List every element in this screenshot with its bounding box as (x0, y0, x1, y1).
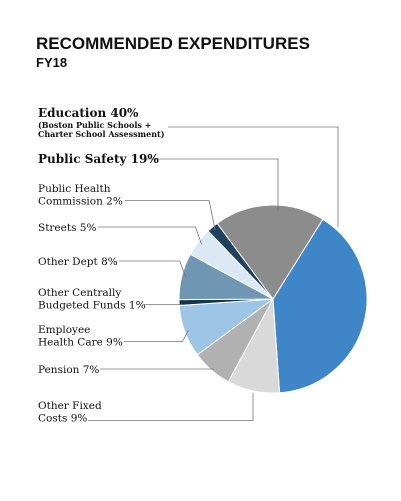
slice-label-education: Education 40% (38, 106, 139, 120)
leader-line-public-health-commission (125, 200, 216, 231)
slice-label-public-health-commission-line2: Commission 2% (38, 196, 123, 208)
slice-label-public-safety: Public Safety 19% (38, 152, 159, 166)
slice-label-other-centrally-budgeted-funds-line2: Budgeted Funds 1% (38, 300, 146, 312)
slice-note-education-line2: Charter School Assessment) (38, 129, 165, 139)
slice-label-other-dept: Other Dept 8% (38, 256, 118, 268)
slice-label-employee-health-care: Employee (38, 324, 90, 336)
pie-slice-education (272, 218, 368, 394)
leader-line-streets (98, 226, 202, 245)
slice-label-other-fixed-costs: Other Fixed (38, 400, 102, 412)
leader-line-other-dept (119, 260, 187, 278)
chart-subtitle: FY18 (36, 55, 67, 70)
slice-label-streets: Streets 5% (38, 222, 96, 234)
slice-label-employee-health-care-line2: Health Care 9% (38, 337, 123, 349)
slice-label-public-health-commission: Public Health (38, 183, 111, 195)
pie-slice-public-safety (216, 204, 324, 300)
leader-line-employee-health-care (124, 329, 189, 342)
leader-line-other-fixed-costs (88, 392, 254, 421)
slice-label-other-centrally-budgeted-funds: Other Centrally (38, 287, 121, 299)
slice-label-pension: Pension 7% (38, 364, 99, 376)
chart-title: RECOMMENDED EXPENDITURES (36, 34, 310, 53)
leader-line-education (168, 126, 339, 227)
slice-note-education-line1: (Boston Public Schools + (38, 120, 151, 130)
leader-line-public-safety (146, 158, 279, 211)
slice-label-other-fixed-costs-line2: Costs 9% (38, 413, 87, 425)
